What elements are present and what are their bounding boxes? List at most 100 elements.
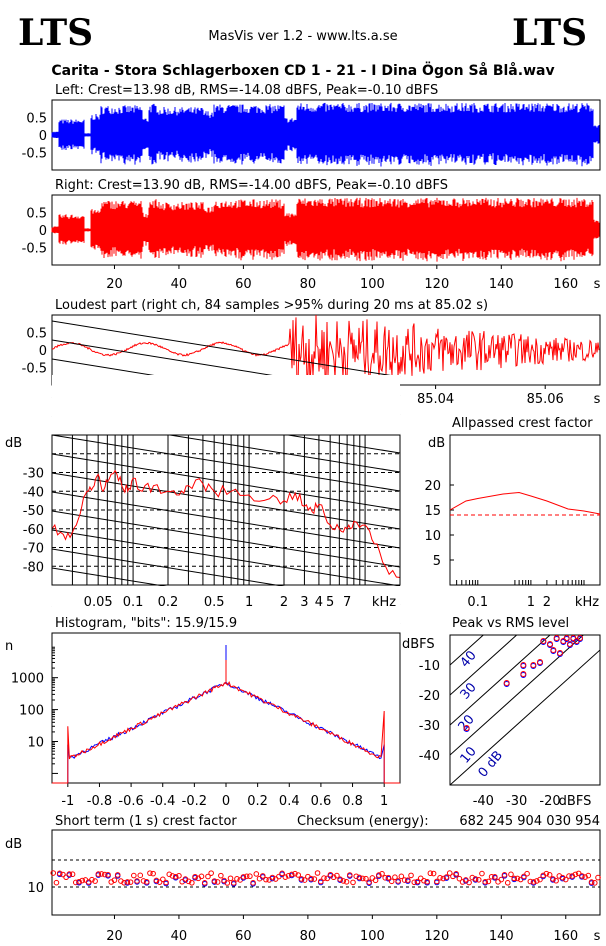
spectrum-plot-frame-top [51, 434, 401, 586]
shortcrest-xtick-label: 60 [235, 929, 252, 944]
shortcrest-point-right [498, 876, 505, 883]
shortcrest-point-right [201, 880, 208, 886]
shortcrest-point-right [385, 874, 392, 881]
shortcrest-xtick-label: 80 [300, 929, 317, 944]
shortcrest-point-right [72, 879, 79, 886]
shortcrest-point-right [134, 878, 140, 884]
shortcrest-point-right [553, 877, 559, 884]
peakrms-crest-line [450, 635, 585, 756]
checksum-label: Checksum (energy): [297, 814, 429, 829]
histogram-ylabel: n [5, 639, 13, 654]
left-ytick-label: 0 [39, 129, 47, 144]
peakrms-crest-label: 0 dB [476, 748, 507, 780]
spectrum-ytick-label: -70 [23, 542, 44, 557]
peakrms-point-right [463, 725, 470, 731]
shortcrest-xunit: s [594, 929, 601, 944]
shortcrest-point-right [372, 877, 379, 884]
shortcrest-point-right [321, 875, 327, 881]
peakrms-crest-line [450, 635, 518, 696]
shortcrest-point-right [408, 872, 414, 879]
spectrum-xtick-label: 5 [326, 595, 334, 610]
loudest-ytick-label: -0.5 [22, 362, 47, 377]
peakrms-xtick-label: -30 [506, 794, 527, 809]
shortcrest-point-right [588, 879, 595, 885]
shortcrest-point-right [492, 874, 498, 880]
peakrms-ytick-label: -40 [419, 749, 440, 764]
shortcrest-point-right [208, 870, 214, 876]
spectrum-ytick-label: -80 [23, 560, 44, 575]
shortcrest-point-right [92, 878, 98, 884]
shortcrest-point-right [443, 874, 450, 880]
shortcrest-point-right [79, 877, 86, 884]
shortcrest-point-right [308, 875, 314, 882]
shortcrest-ytick-label: 10 [27, 881, 44, 896]
peakrms-crest-line [450, 649, 600, 785]
shortcrest-point-right [537, 876, 543, 883]
histogram-xtick-label: 0.8 [342, 794, 363, 809]
shortcrest-point-right [230, 880, 237, 886]
spectrum-xtick-label: 4 [315, 595, 323, 610]
peakrms-point-right [547, 641, 553, 647]
peakrms-ylabel: dBFS [402, 637, 435, 652]
shortcrest-point-right [240, 874, 247, 880]
spectrum-ylabel: dB [5, 436, 22, 451]
shortcrest-point-right [137, 872, 144, 879]
shortcrest-point-right [485, 878, 492, 885]
shortcrest-point-right [150, 870, 156, 877]
loudest-ytick-label: 0.5 [26, 327, 47, 342]
spectrum-slope-line [51, 434, 401, 492]
shortcrest-xtick-label: 40 [171, 929, 188, 944]
spectrum-xunit: kHz [372, 595, 396, 610]
file-title: Carita - Stora Schlagerboxen CD 1 - 21 -… [51, 61, 554, 79]
loudest-xunit: s [594, 392, 601, 407]
shortcrest-point-right [392, 874, 398, 881]
right-ytick-label: 0 [39, 224, 47, 239]
spectrum-xtick-label: 2 [280, 595, 288, 610]
peakrms-point-right [540, 638, 547, 644]
shortcrest-xtick-label: 140 [489, 929, 514, 944]
shortcrest-point-right [234, 876, 240, 882]
shortcrest-point-right [143, 879, 150, 885]
shortcrest-point-right [172, 873, 179, 880]
shortcrest-point-right [53, 879, 60, 886]
shortcrest-point-right [298, 876, 305, 882]
shortcrest-point-right [227, 875, 234, 882]
peakrms-crest-label: 40 [458, 648, 480, 670]
shortcrest-point-right [166, 871, 173, 878]
shortcrest-point-right [269, 874, 276, 881]
shortcrest-point-right [243, 873, 250, 880]
spectrum-line [51, 469, 401, 578]
peakrms-crest-line [450, 635, 551, 726]
histogram-xtick-label: -1 [61, 794, 74, 809]
shortcrest-point-right [495, 879, 501, 885]
peakrms-ytick-label: -30 [419, 719, 440, 734]
allpass-line [449, 491, 601, 515]
loudest-title: Loudest part (right ch, 84 samples >95% … [55, 298, 488, 313]
shortcrest-point-right [224, 880, 231, 886]
shortcrest-point-right [350, 879, 356, 886]
peakrms-point-right [550, 647, 557, 653]
shortcrest-point-right [527, 878, 534, 885]
shortcrest-point-right [472, 876, 479, 882]
shortcrest-point-right [440, 875, 447, 882]
histogram-xtick-label: 0 [222, 794, 230, 809]
shortcrest-point-right [356, 874, 363, 881]
histogram-ytick-label: 10 [27, 736, 44, 751]
left-ytick-label: 0.5 [26, 112, 47, 127]
spectrum-xtick-label: 7 [343, 595, 351, 610]
shortcrest-point-right [324, 875, 331, 882]
shortcrest-point-right [156, 879, 163, 885]
shortcrest-point-right [295, 872, 302, 878]
shortcrest-point-right [89, 876, 95, 883]
peakrms-point-right [577, 635, 583, 641]
shortcrest-point-right [562, 876, 569, 883]
shortcrest-point-right [56, 870, 63, 877]
shortcrest-point-right [572, 871, 579, 878]
peakrms-point-right [520, 662, 527, 668]
shortcrest-point-right [514, 875, 521, 882]
spectrum-xtick-label: 0.05 [84, 595, 113, 610]
shortcrest-point-right [504, 879, 511, 886]
right-xtick-label: 100 [360, 277, 385, 292]
left-waveform [51, 102, 600, 167]
shortcrest-point-right [414, 878, 421, 885]
